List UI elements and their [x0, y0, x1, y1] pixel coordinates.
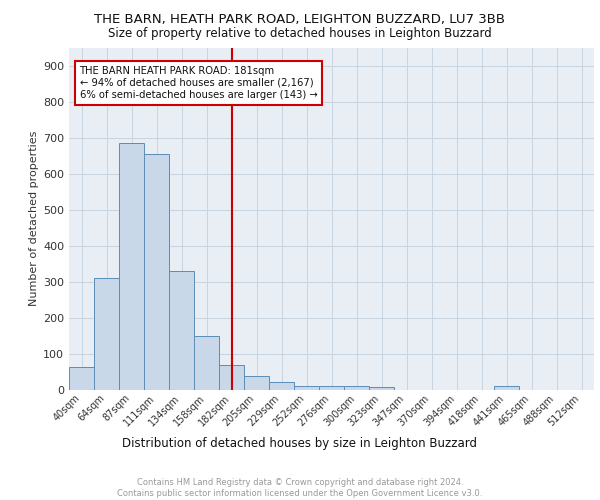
Text: THE BARN HEATH PARK ROAD: 181sqm
← 94% of detached houses are smaller (2,167)
6%: THE BARN HEATH PARK ROAD: 181sqm ← 94% o…: [79, 66, 317, 100]
Bar: [94, 278, 119, 390]
Bar: [269, 382, 294, 390]
Text: THE BARN, HEATH PARK ROAD, LEIGHTON BUZZARD, LU7 3BB: THE BARN, HEATH PARK ROAD, LEIGHTON BUZZ…: [95, 12, 505, 26]
Bar: [319, 386, 344, 390]
Bar: [194, 336, 219, 390]
Text: Contains HM Land Registry data © Crown copyright and database right 2024.
Contai: Contains HM Land Registry data © Crown c…: [118, 478, 482, 498]
Bar: [219, 365, 244, 390]
Bar: [244, 376, 269, 390]
Bar: [369, 387, 394, 390]
Bar: [144, 154, 169, 390]
Text: Size of property relative to detached houses in Leighton Buzzard: Size of property relative to detached ho…: [108, 28, 492, 40]
Bar: [494, 386, 519, 390]
Bar: [294, 386, 319, 390]
Text: Distribution of detached houses by size in Leighton Buzzard: Distribution of detached houses by size …: [122, 437, 478, 450]
Bar: [119, 143, 144, 390]
Y-axis label: Number of detached properties: Number of detached properties: [29, 131, 39, 306]
Bar: [344, 386, 369, 390]
Bar: [69, 366, 94, 390]
Bar: [169, 271, 194, 390]
